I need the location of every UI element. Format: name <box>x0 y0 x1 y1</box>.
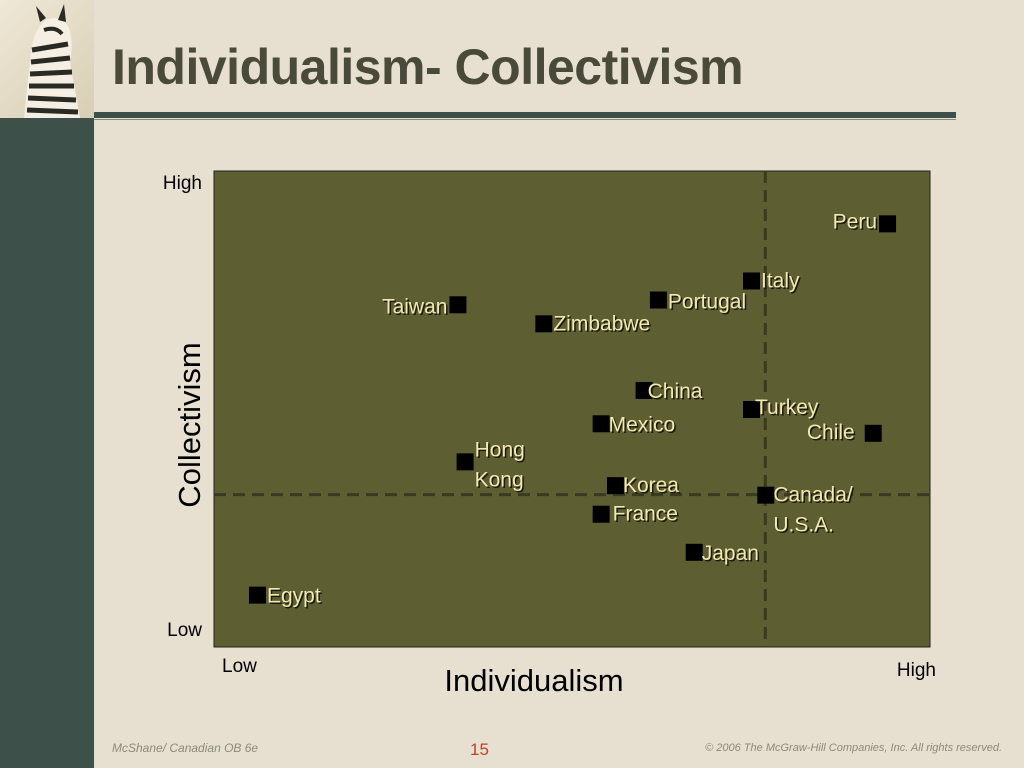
point-label-shadow-egypt: Egypt <box>268 586 322 609</box>
title-divider-thin <box>94 119 956 120</box>
point-label-korea: Korea <box>623 474 679 497</box>
marker-korea <box>606 477 624 495</box>
point-label-shadow-hong-kong: Hong Kong <box>476 440 526 493</box>
footer-source: McShane/ Canadian OB 6e <box>112 741 259 755</box>
slide-title: Individualism- Collectivism <box>112 39 744 95</box>
plot-area <box>213 170 931 648</box>
point-label-line: U.S.A. <box>775 515 836 538</box>
y-tick-label-high: High <box>163 173 202 194</box>
marker-portugal <box>649 291 667 309</box>
marker-hong-kong <box>456 453 474 471</box>
point-label-shadow-chile: Chile <box>808 422 856 445</box>
marker-japan <box>685 543 703 561</box>
marker-chile <box>864 424 882 442</box>
point-label-line: Kong <box>475 468 524 491</box>
marker-canada-u-s-a <box>757 486 775 504</box>
point-label-shadow-portugal: Portugal <box>669 292 747 315</box>
marker-peru <box>879 215 897 233</box>
y-axis-label: Collectivism <box>172 342 207 507</box>
point-label-turkey: Turkey <box>755 396 819 419</box>
point-label-line: U.S.A. <box>773 514 834 537</box>
point-label-shadow-china: China <box>649 381 704 404</box>
y-tick-label-low: Low <box>167 620 202 641</box>
marker-france <box>592 505 610 523</box>
point-label-shadow-turkey: Turkey <box>757 398 821 421</box>
footer-copyright: © 2006 The McGraw-Hill Companies, Inc. A… <box>705 742 1002 754</box>
point-label-shadow-italy: Italy <box>763 271 802 294</box>
point-label-line: Hong <box>476 440 526 463</box>
point-label-line: Kong <box>476 470 525 493</box>
point-label-japan: Japan <box>702 542 759 565</box>
point-label-zimbabwe: Zimbabwe <box>553 312 650 335</box>
point-label-peru: Peru <box>833 210 877 233</box>
marker-italy <box>743 272 760 290</box>
x-tick-label-low: Low <box>222 656 257 677</box>
point-label-shadow-taiwan: Taiwan <box>384 297 449 320</box>
point-label-portugal: Portugal <box>668 291 746 314</box>
point-label-hong-kong: Hong Kong <box>475 438 525 491</box>
point-label-shadow-peru: Peru <box>834 212 878 235</box>
marker-taiwan <box>449 296 467 314</box>
point-label-shadow-mexico: Mexico <box>610 415 677 438</box>
point-label-shadow-france: France <box>614 504 679 527</box>
title-divider <box>94 112 956 118</box>
marker-zimbabwe <box>535 315 553 333</box>
point-label-shadow-japan: Japan <box>703 543 760 566</box>
point-label-line: Canada/ <box>775 485 855 508</box>
point-label-shadow-zimbabwe: Zimbabwe <box>555 314 652 337</box>
point-label-canada-u-s-a: Canada/U.S.A. <box>773 484 853 537</box>
point-label-line: Canada/ <box>773 484 853 507</box>
point-label-shadow-korea: Korea <box>624 476 680 499</box>
page-number: 15 <box>470 740 489 759</box>
point-label-shadow-canada-u-s-a: Canada/U.S.A. <box>775 485 855 538</box>
point-label-china: China <box>648 380 703 403</box>
point-label-line: Hong <box>475 438 525 461</box>
x-axis-label: Individualism <box>444 663 623 698</box>
point-label-mexico: Mexico <box>609 413 676 436</box>
marker-china <box>635 381 653 399</box>
marker-mexico <box>592 415 610 433</box>
marker-egypt <box>248 586 266 604</box>
point-label-taiwan: Taiwan <box>382 295 447 318</box>
sidebar <box>0 0 94 768</box>
point-label-italy: Italy <box>761 269 800 292</box>
marker-turkey <box>743 401 760 418</box>
point-label-france: France <box>613 503 678 526</box>
point-label-egypt: Egypt <box>267 585 321 608</box>
point-label-chile: Chile <box>807 421 855 444</box>
x-tick-label-high: High <box>897 660 936 681</box>
zebra-logo-icon <box>0 0 94 118</box>
